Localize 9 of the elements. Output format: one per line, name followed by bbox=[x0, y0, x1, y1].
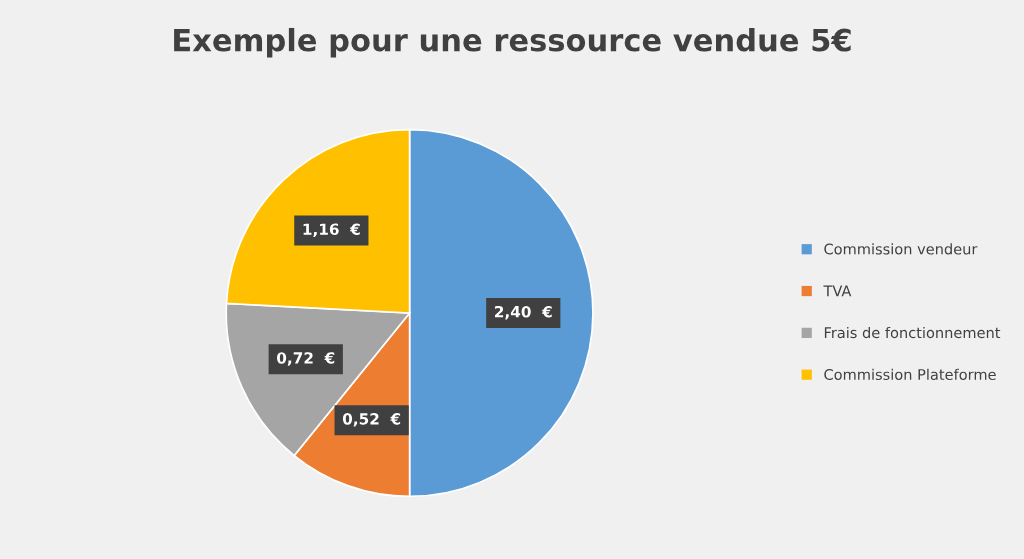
legend-label: Commission Plateforme bbox=[824, 368, 996, 380]
data-label: 1,16 € bbox=[303, 223, 360, 237]
chart-title: Exemple pour une ressource vendue 5€ bbox=[174, 27, 851, 58]
data-label: 0,52 € bbox=[342, 413, 401, 427]
legend-label: Commission vendeur bbox=[824, 243, 978, 255]
data-label: 2,40 € bbox=[495, 305, 552, 320]
legend-label: Frais de fonctionnement bbox=[824, 326, 1001, 339]
legend-label: TVA bbox=[823, 285, 852, 297]
data-label: 0,72 € bbox=[277, 352, 335, 366]
